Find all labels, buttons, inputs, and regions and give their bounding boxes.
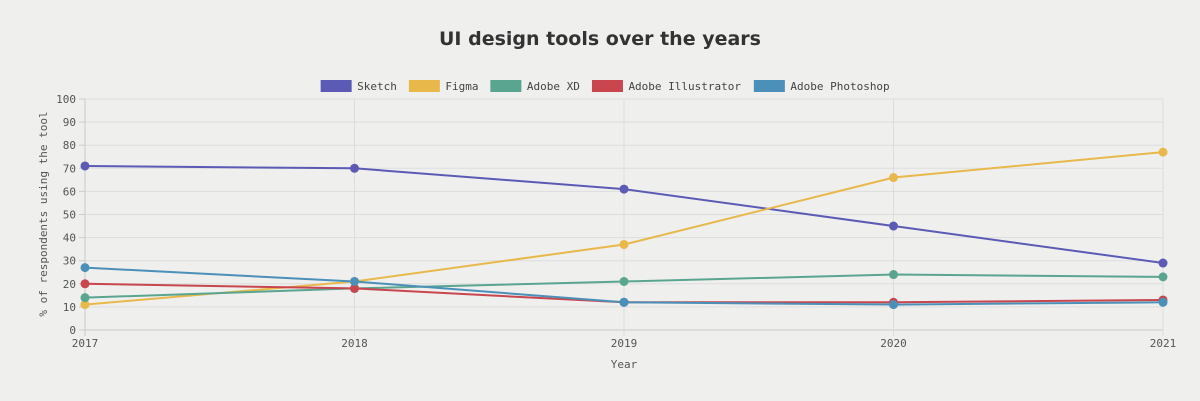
legend-swatch <box>320 80 352 92</box>
data-point <box>1158 258 1168 268</box>
y-tick-label: 50 <box>63 209 76 222</box>
legend-item: Adobe Photoshop <box>753 80 890 93</box>
y-tick-label: 0 <box>69 324 76 337</box>
x-axis: 2017 2018 2019 2020 2021 <box>72 337 1177 350</box>
legend-item: Adobe XD <box>490 80 580 93</box>
x-axis-title: Year <box>611 358 638 371</box>
legend-item: Figma <box>408 80 478 93</box>
data-point <box>350 283 359 293</box>
legend-item: Adobe Illustrator <box>591 80 741 93</box>
data-point <box>1158 297 1168 307</box>
data-point <box>619 297 629 307</box>
data-point <box>619 184 629 194</box>
chart-legend: Sketch Figma Adobe XD Adobe Illustrator Adob… <box>320 80 890 93</box>
x-tick-label: 2020 <box>880 337 907 350</box>
y-tick-label: 10 <box>63 301 76 314</box>
data-point <box>350 276 359 286</box>
x-tick-label: 2021 <box>1150 337 1177 350</box>
legend-swatch <box>753 80 785 92</box>
chart-series <box>80 147 1168 310</box>
y-tick-label: 60 <box>63 185 76 198</box>
data-point <box>80 279 90 289</box>
chart-title: UI design tools over the years <box>439 28 761 50</box>
y-axis: 0 10 20 30 40 50 60 70 80 90 100 <box>56 93 85 337</box>
y-tick-label: 100 <box>56 93 76 106</box>
y-tick-label: 90 <box>63 116 76 129</box>
data-point <box>80 293 90 303</box>
y-tick-label: 70 <box>63 162 76 175</box>
legend-label: Adobe Illustrator <box>628 80 741 93</box>
y-tick-label: 20 <box>63 278 76 291</box>
legend-swatch <box>408 80 440 92</box>
data-point <box>80 300 90 310</box>
x-tick-label: 2017 <box>72 337 99 350</box>
legend-label: Adobe XD <box>527 80 580 93</box>
data-point <box>80 161 90 171</box>
data-point <box>889 270 898 280</box>
x-tick-label: 2019 <box>611 337 638 350</box>
data-point <box>1158 272 1168 282</box>
legend-item: Sketch <box>320 80 397 93</box>
data-point <box>889 173 898 183</box>
legend-swatch <box>490 80 522 92</box>
data-point <box>619 276 629 286</box>
data-point <box>1158 147 1168 157</box>
legend-label: Sketch <box>357 80 397 93</box>
y-tick-label: 80 <box>63 139 76 152</box>
data-point <box>889 300 898 310</box>
y-axis-title: % of respondents using the tool <box>37 111 50 316</box>
y-tick-label: 30 <box>63 255 76 268</box>
data-point <box>619 240 629 250</box>
legend-swatch <box>591 80 623 92</box>
data-point <box>889 221 898 231</box>
legend-label: Adobe Photoshop <box>790 80 889 93</box>
data-point <box>80 263 90 273</box>
x-tick-label: 2018 <box>341 337 368 350</box>
legend-label: Figma <box>445 80 478 93</box>
data-point <box>350 163 359 173</box>
y-tick-label: 40 <box>63 232 76 245</box>
